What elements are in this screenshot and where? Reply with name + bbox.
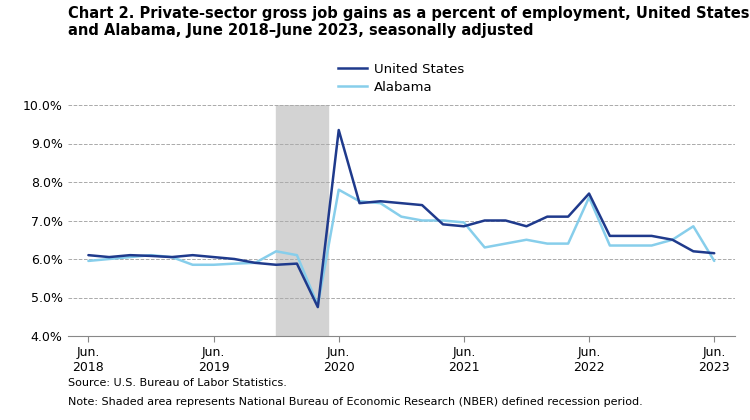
- Legend: United States, Alabama: United States, Alabama: [338, 63, 464, 94]
- Bar: [276, 105, 328, 336]
- Text: and Alabama, June 2018–June 2023, seasonally adjusted: and Alabama, June 2018–June 2023, season…: [68, 23, 533, 38]
- Text: Note: Shaded area represents National Bureau of Economic Research (NBER) defined: Note: Shaded area represents National Bu…: [68, 397, 642, 407]
- Text: Source: U.S. Bureau of Labor Statistics.: Source: U.S. Bureau of Labor Statistics.: [68, 378, 286, 388]
- Text: Chart 2. Private-sector gross job gains as a percent of employment, United State: Chart 2. Private-sector gross job gains …: [68, 6, 749, 21]
